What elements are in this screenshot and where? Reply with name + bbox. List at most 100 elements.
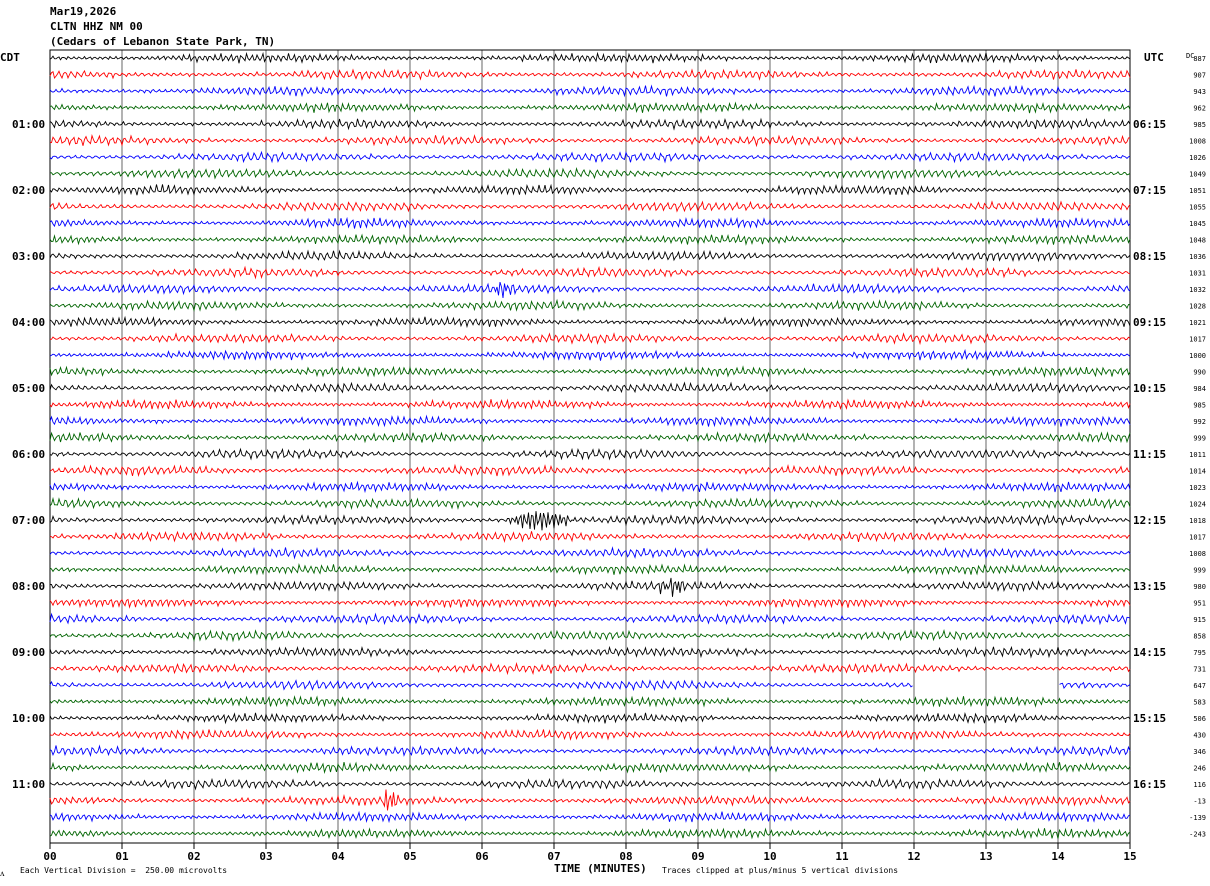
utc-hour-label: 15:15 [1133,712,1166,725]
trace-8 [49,183,1131,196]
trace-32 [49,577,1131,597]
x-tick-label: 03 [259,850,272,863]
dc-offset-label: -243 [1189,831,1206,839]
x-tick-label: 09 [691,850,704,863]
x-tick-label: 04 [331,850,345,863]
trace-15 [49,298,1131,313]
cdt-hour-label: 03:00 [12,250,45,263]
trace-46 [49,810,1131,824]
cdt-hour-label: 02:00 [12,184,45,197]
dc-offset-label: 246 [1193,765,1206,773]
trace-17 [49,332,1131,346]
trace-37 [49,661,1131,676]
dc-offset-label: 990 [1193,369,1206,377]
dc-offset-label: 980 [1193,583,1206,591]
cdt-hour-label: 10:00 [12,712,45,725]
dc-offset-label: 583 [1193,699,1206,707]
cdt-hour-label: 09:00 [12,646,45,659]
dc-offset-label: 1024 [1189,501,1206,509]
dc-offset-label: 962 [1193,105,1206,113]
trace-45 [49,789,1131,811]
utc-hour-label: 06:15 [1133,118,1166,131]
dc-offset-label: 999 [1193,567,1206,575]
dc-offset-label: 1014 [1189,468,1206,476]
cdt-hour-label: 07:00 [12,514,45,527]
x-tick-label: 02 [187,850,200,863]
trace-42 [49,744,1131,757]
trace-23 [49,431,1131,444]
dc-offset-label: 1036 [1189,253,1206,261]
utc-hour-label: 13:15 [1133,580,1166,593]
trace-38 [49,679,1131,692]
cdt-label: CDT [0,51,20,64]
x-tick-label: 06 [475,850,489,863]
dc-offset-label: 1031 [1189,270,1206,278]
trace-21 [49,398,1131,411]
scale-note: Each Vertical Division = 250.00 microvol… [20,866,228,875]
trace-0 [49,51,1131,64]
utc-hour-label: 14:15 [1133,646,1166,659]
dc-offset-label: 1021 [1189,319,1206,327]
corner-mark: ᴧ [0,869,5,879]
trace-28 [49,511,1131,531]
dc-offset-label: 116 [1193,781,1206,789]
dc-offset-label: 992 [1193,418,1206,426]
dc-offset-label: 984 [1193,385,1206,393]
dc-offset-label: 1023 [1189,484,1206,492]
trace-30 [49,546,1131,560]
clip-note: Traces clipped at plus/minus 5 vertical … [662,866,899,875]
dc-offset-label: 795 [1193,649,1206,657]
trace-5 [49,134,1131,148]
trace-43 [49,761,1131,774]
header-location: (Cedars of Lebanon State Park, TN) [50,35,276,48]
x-tick-label: 01 [115,850,129,863]
dc-offset-label: 887 [1193,55,1206,63]
dc-label: DC [1186,52,1194,60]
utc-hour-label: 10:15 [1133,382,1166,395]
x-tick-label: 13 [979,850,992,863]
trace-34 [49,612,1131,626]
dc-offset-label: 1049 [1189,171,1206,179]
trace-19 [49,365,1131,378]
dc-offset-label: 1011 [1189,451,1206,459]
dc-offset-label: 943 [1193,88,1206,96]
dc-offset-label: 1028 [1189,303,1206,311]
trace-1 [49,68,1131,81]
utc-hour-label: 07:15 [1133,184,1166,197]
dc-offset-label: 1017 [1189,534,1206,542]
trace-3 [49,101,1131,114]
dc-offset-label: 985 [1193,402,1206,410]
trace-18 [49,348,1131,361]
utc-hour-label: 11:15 [1133,448,1166,461]
header-station: CLTN HHZ NM 00 [50,20,143,33]
trace-44 [49,777,1131,791]
dc-offset-label: 1008 [1189,138,1206,146]
x-tick-label: 08 [619,850,632,863]
dc-offset-label: -139 [1189,814,1206,822]
trace-25 [49,463,1131,478]
trace-12 [49,249,1131,263]
trace-7 [49,167,1131,181]
x-tick-label: 00 [43,850,56,863]
cdt-hour-label: 06:00 [12,448,45,461]
x-tick-label: 15 [1123,850,1136,863]
dc-offset-label: 1032 [1189,286,1206,294]
trace-2 [49,84,1131,98]
trace-39 [49,695,1131,708]
trace-4 [49,117,1131,131]
trace-13 [49,265,1131,280]
x-tick-label: 14 [1051,850,1065,863]
trace-16 [49,315,1131,329]
trace-6 [49,150,1131,164]
trace-11 [49,233,1131,246]
trace-47 [49,827,1131,840]
utc-hour-label: 08:15 [1133,250,1166,263]
dc-offset-label: 951 [1193,600,1206,608]
trace-41 [49,728,1131,741]
trace-10 [49,216,1131,230]
dc-offset-label: 915 [1193,616,1206,624]
trace-22 [49,414,1131,428]
dc-offset-label: 1051 [1189,187,1206,195]
trace-14 [49,281,1131,299]
